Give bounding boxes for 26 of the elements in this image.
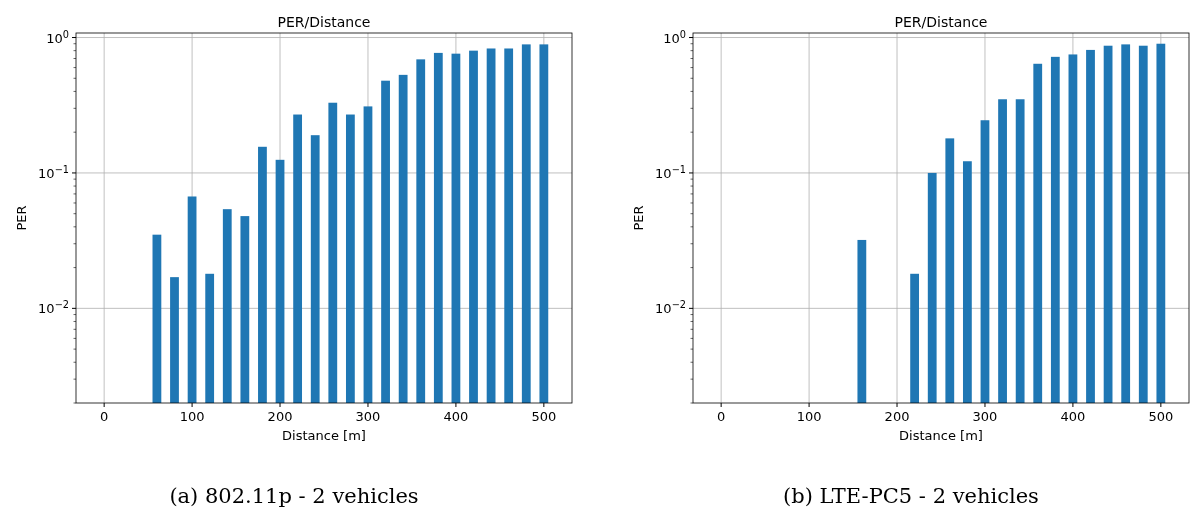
x-axis-title: Distance [m]: [282, 428, 366, 443]
x-tick-label: 0: [717, 409, 726, 424]
y-tick-label: 10$^{−2}$: [655, 298, 686, 317]
chart-title: PER/Distance: [894, 14, 988, 30]
x-tick-label: 400: [443, 409, 469, 424]
x-axis-title: Distance [m]: [899, 428, 983, 443]
x-tick-label: 500: [531, 409, 557, 424]
y-tick-label: 10$^{−1}$: [655, 163, 686, 181]
x-tick-label: 300: [972, 409, 998, 424]
x-tick-label: 200: [884, 409, 910, 424]
y-axis-title: PER: [14, 205, 29, 231]
y-axis-title: PER: [631, 205, 646, 231]
y-tick-label: 10$^{0}$: [663, 28, 686, 46]
y-tick-label: 10$^{−2}$: [38, 298, 69, 317]
x-tick-label: 100: [179, 409, 205, 424]
x-tick-label: 400: [1060, 409, 1086, 424]
chart-title: PER/Distance: [277, 14, 371, 30]
x-tick-label: 100: [796, 409, 822, 424]
x-tick-label: 0: [100, 409, 109, 424]
x-tick-label: 200: [267, 409, 293, 424]
text: (b) LTE-PC5 - 2 vehicles: [783, 484, 1039, 508]
text: (a) 802.11p - 2 vehicles: [169, 484, 419, 508]
y-tick-label: 10$^{0}$: [46, 28, 69, 46]
y-tick-label: 10$^{−1}$: [38, 163, 69, 181]
x-tick-label: 300: [355, 409, 381, 424]
x-tick-label: 500: [1148, 409, 1174, 424]
